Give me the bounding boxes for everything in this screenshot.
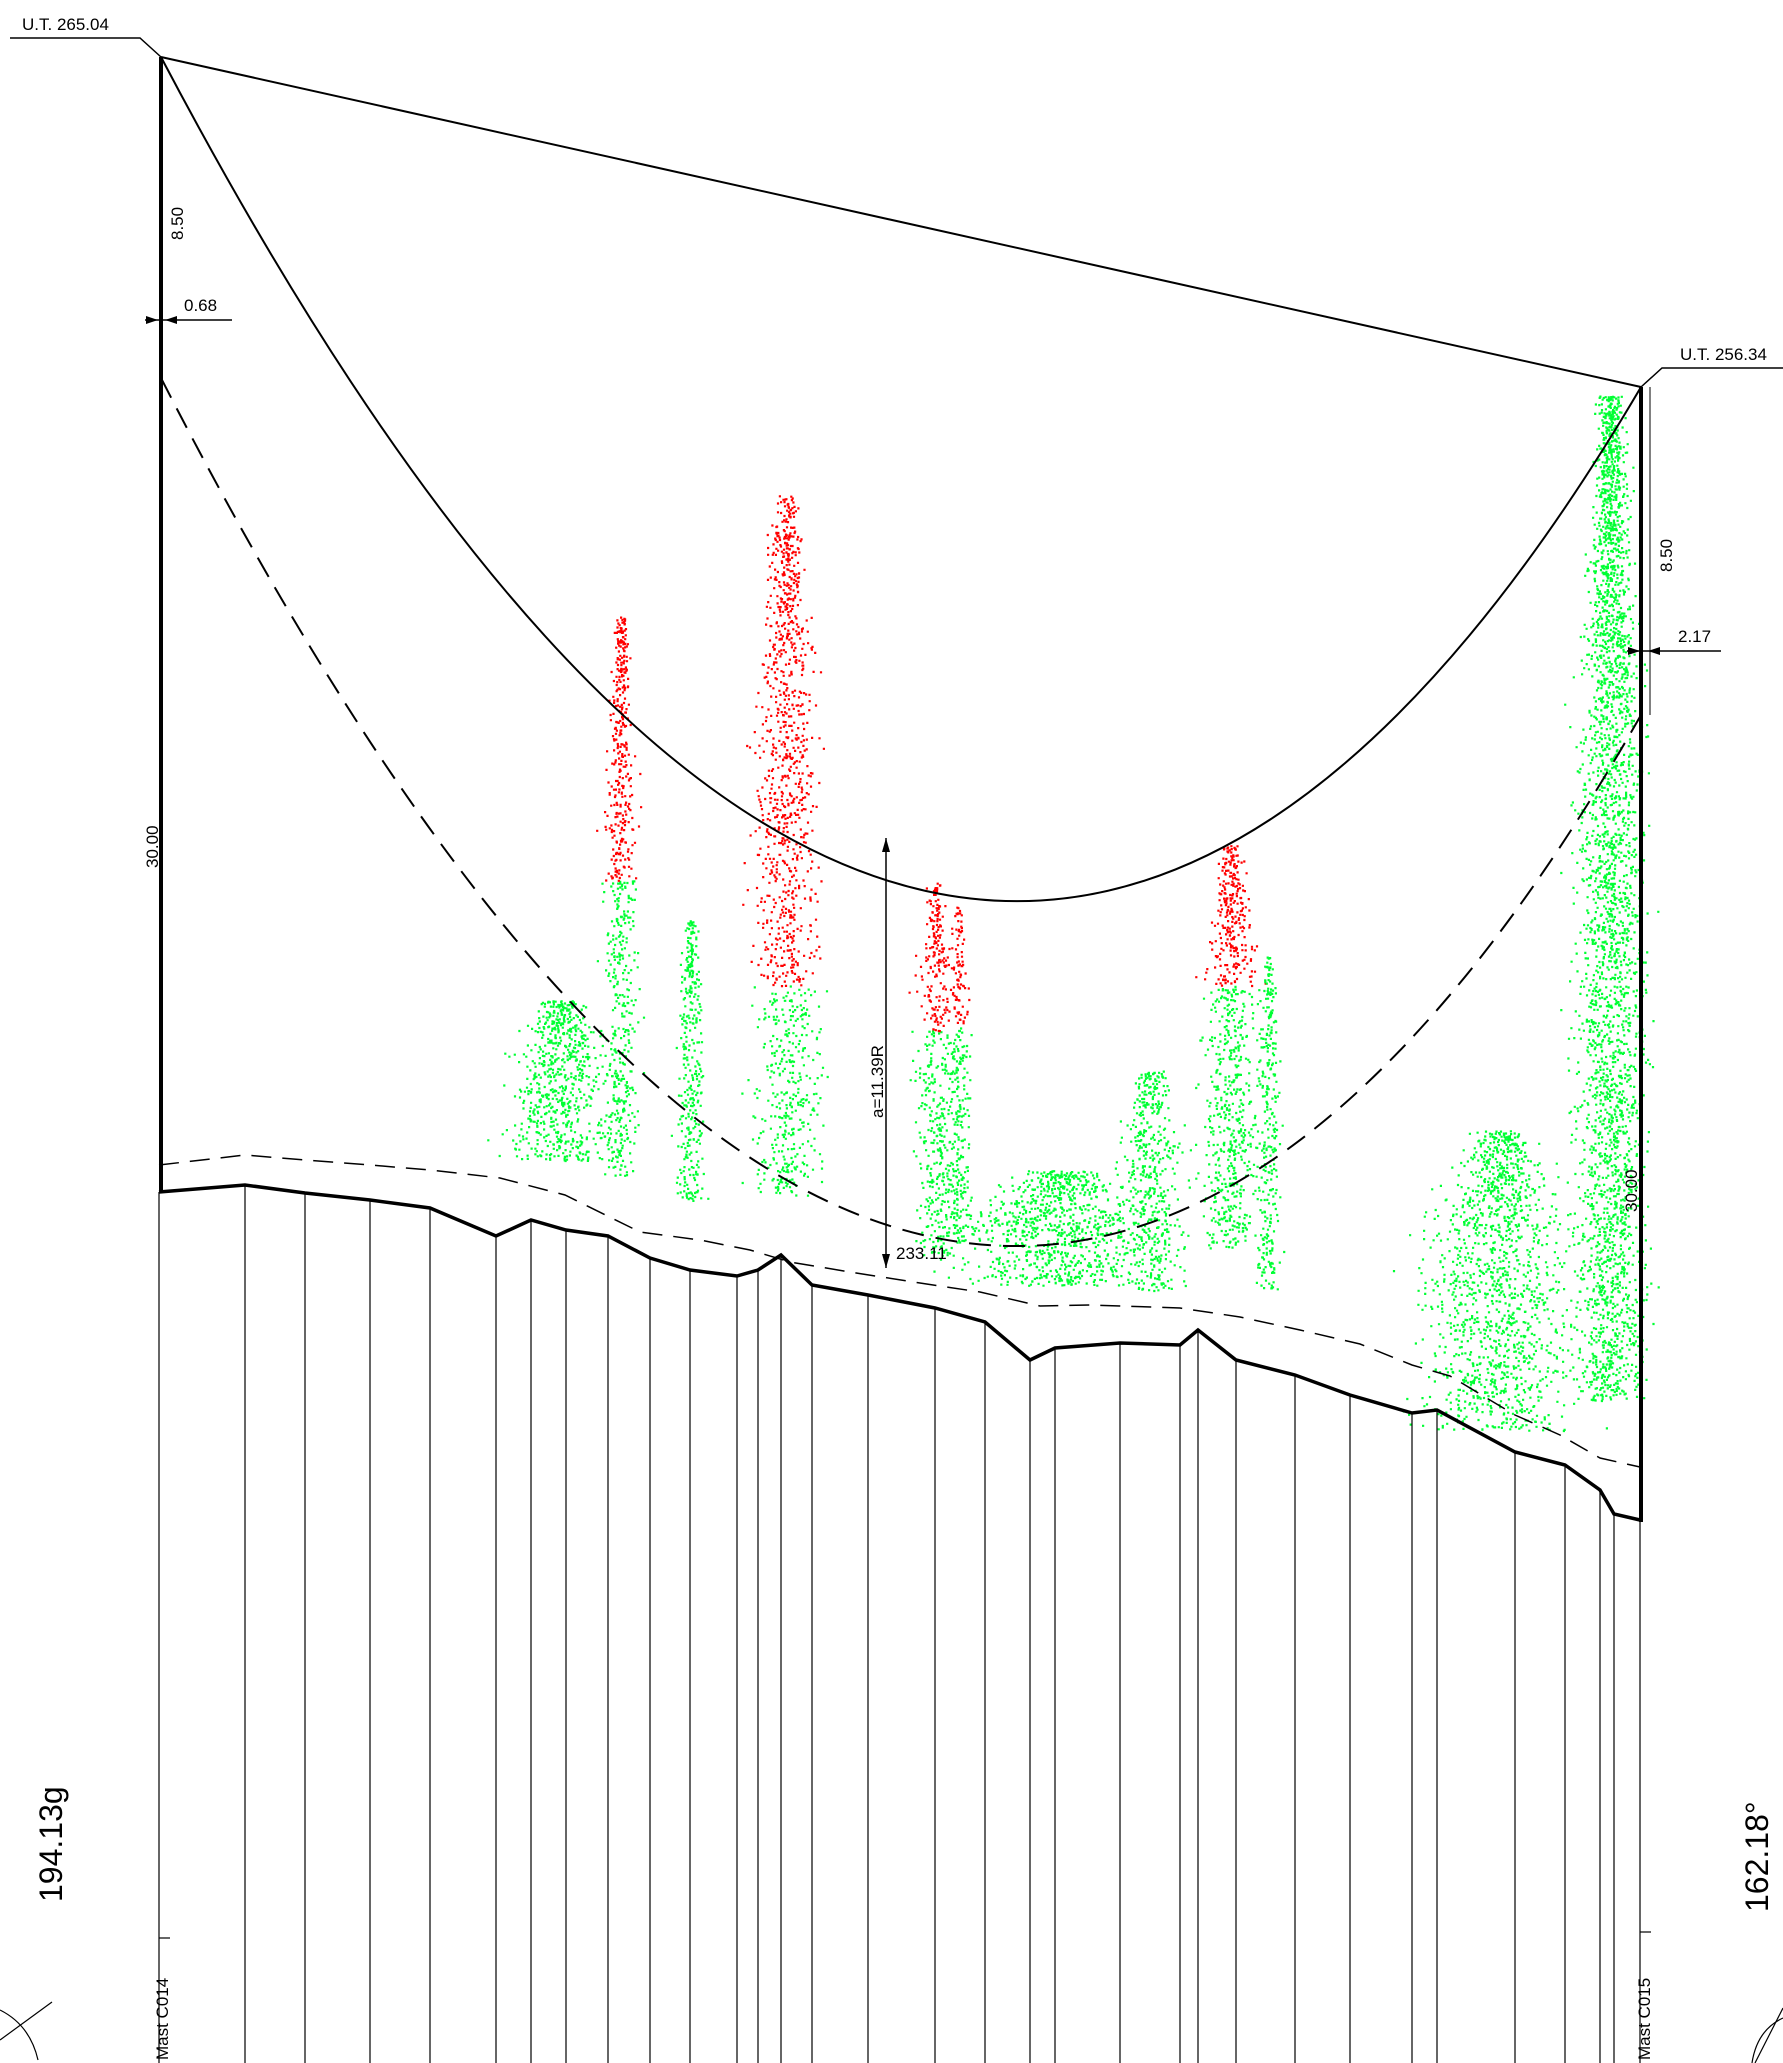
ground-clearance-line [158, 1154, 1641, 1468]
left-elevation-label: U.T. 265.04 [22, 15, 109, 34]
right-angle-label: 162.18° [1739, 1801, 1775, 1912]
vegetation-points-ok [741, 985, 829, 1197]
vegetation-points-conflict [908, 882, 962, 1033]
vegetation-points-ok [1195, 985, 1272, 1250]
vegetation-cluster-understory [930, 1170, 1177, 1287]
ground-section-lines [244, 1185, 1615, 2063]
vegetation-cluster-ground-cover [1114, 1070, 1200, 1293]
vegetation-cluster-tree-5 [1195, 845, 1272, 1250]
vegetation-point-cloud [487, 395, 1660, 1433]
vegetation-points-conflict [1195, 845, 1267, 988]
vegetation-points-ok [1114, 1070, 1200, 1293]
vegetation-points-ok [670, 920, 710, 1202]
vegetation-cluster-tree-6 [1252, 956, 1286, 1291]
vegetation-points-conflict [742, 495, 825, 988]
left-side-offset-dimension [145, 316, 232, 324]
left-angle-symbol [0, 2001, 53, 2061]
left-angle-label: 194.13g [33, 1786, 69, 1902]
vegetation-cluster-tree-2 [741, 495, 829, 1197]
vegetation-cluster-shrub-mid [670, 920, 710, 1202]
ground-profile-line [158, 1183, 1641, 1522]
sag-dimension [882, 838, 890, 1268]
vegetation-points-ok [596, 880, 646, 1177]
left-elevation-leader [10, 37, 162, 58]
right-mast-label: Mast C015 [1635, 1978, 1654, 2060]
right-offset-top-label: 8.50 [1657, 539, 1676, 572]
vegetation-points-conflict [950, 906, 971, 1025]
vegetation-points-conflict [596, 616, 643, 882]
vegetation-points-ok [930, 1170, 1177, 1287]
ground-elevation-label: 233.11 [896, 1244, 947, 1263]
vegetation-cluster-grove-right [1560, 395, 1660, 1403]
sag-label: a=11.39R [868, 1045, 887, 1118]
right-side-offset-dimension [1627, 647, 1721, 655]
vegetation-cluster-tree-1 [596, 616, 646, 1177]
vegetation-cluster-tree-4 [941, 906, 976, 1243]
left-side-offset-label: 0.68 [184, 296, 217, 315]
clearance-envelope-catenary [160, 377, 1642, 1247]
chord-line [160, 56, 1642, 388]
right-angle-symbol [1751, 2007, 1783, 2063]
left-height-label: 30.00 [143, 825, 162, 868]
vegetation-points-ok [909, 1030, 963, 1257]
left-mast-label: Mast C014 [153, 1978, 172, 2060]
vegetation-points-ok [1252, 956, 1286, 1291]
vegetation-points-ok [1392, 1130, 1609, 1433]
conductor-catenary [160, 56, 1642, 903]
right-elevation-leader [1640, 367, 1783, 388]
right-side-offset-label: 2.17 [1678, 627, 1711, 646]
vegetation-points-ok [941, 1027, 976, 1243]
vegetation-points-ok [1560, 395, 1660, 1403]
right-height-label: 30.00 [1622, 1169, 1641, 1212]
left-offset-top-label: 8.50 [168, 207, 187, 240]
vegetation-cluster-scattered-right [1392, 1130, 1609, 1433]
right-elevation-label: U.T. 256.34 [1680, 345, 1767, 364]
